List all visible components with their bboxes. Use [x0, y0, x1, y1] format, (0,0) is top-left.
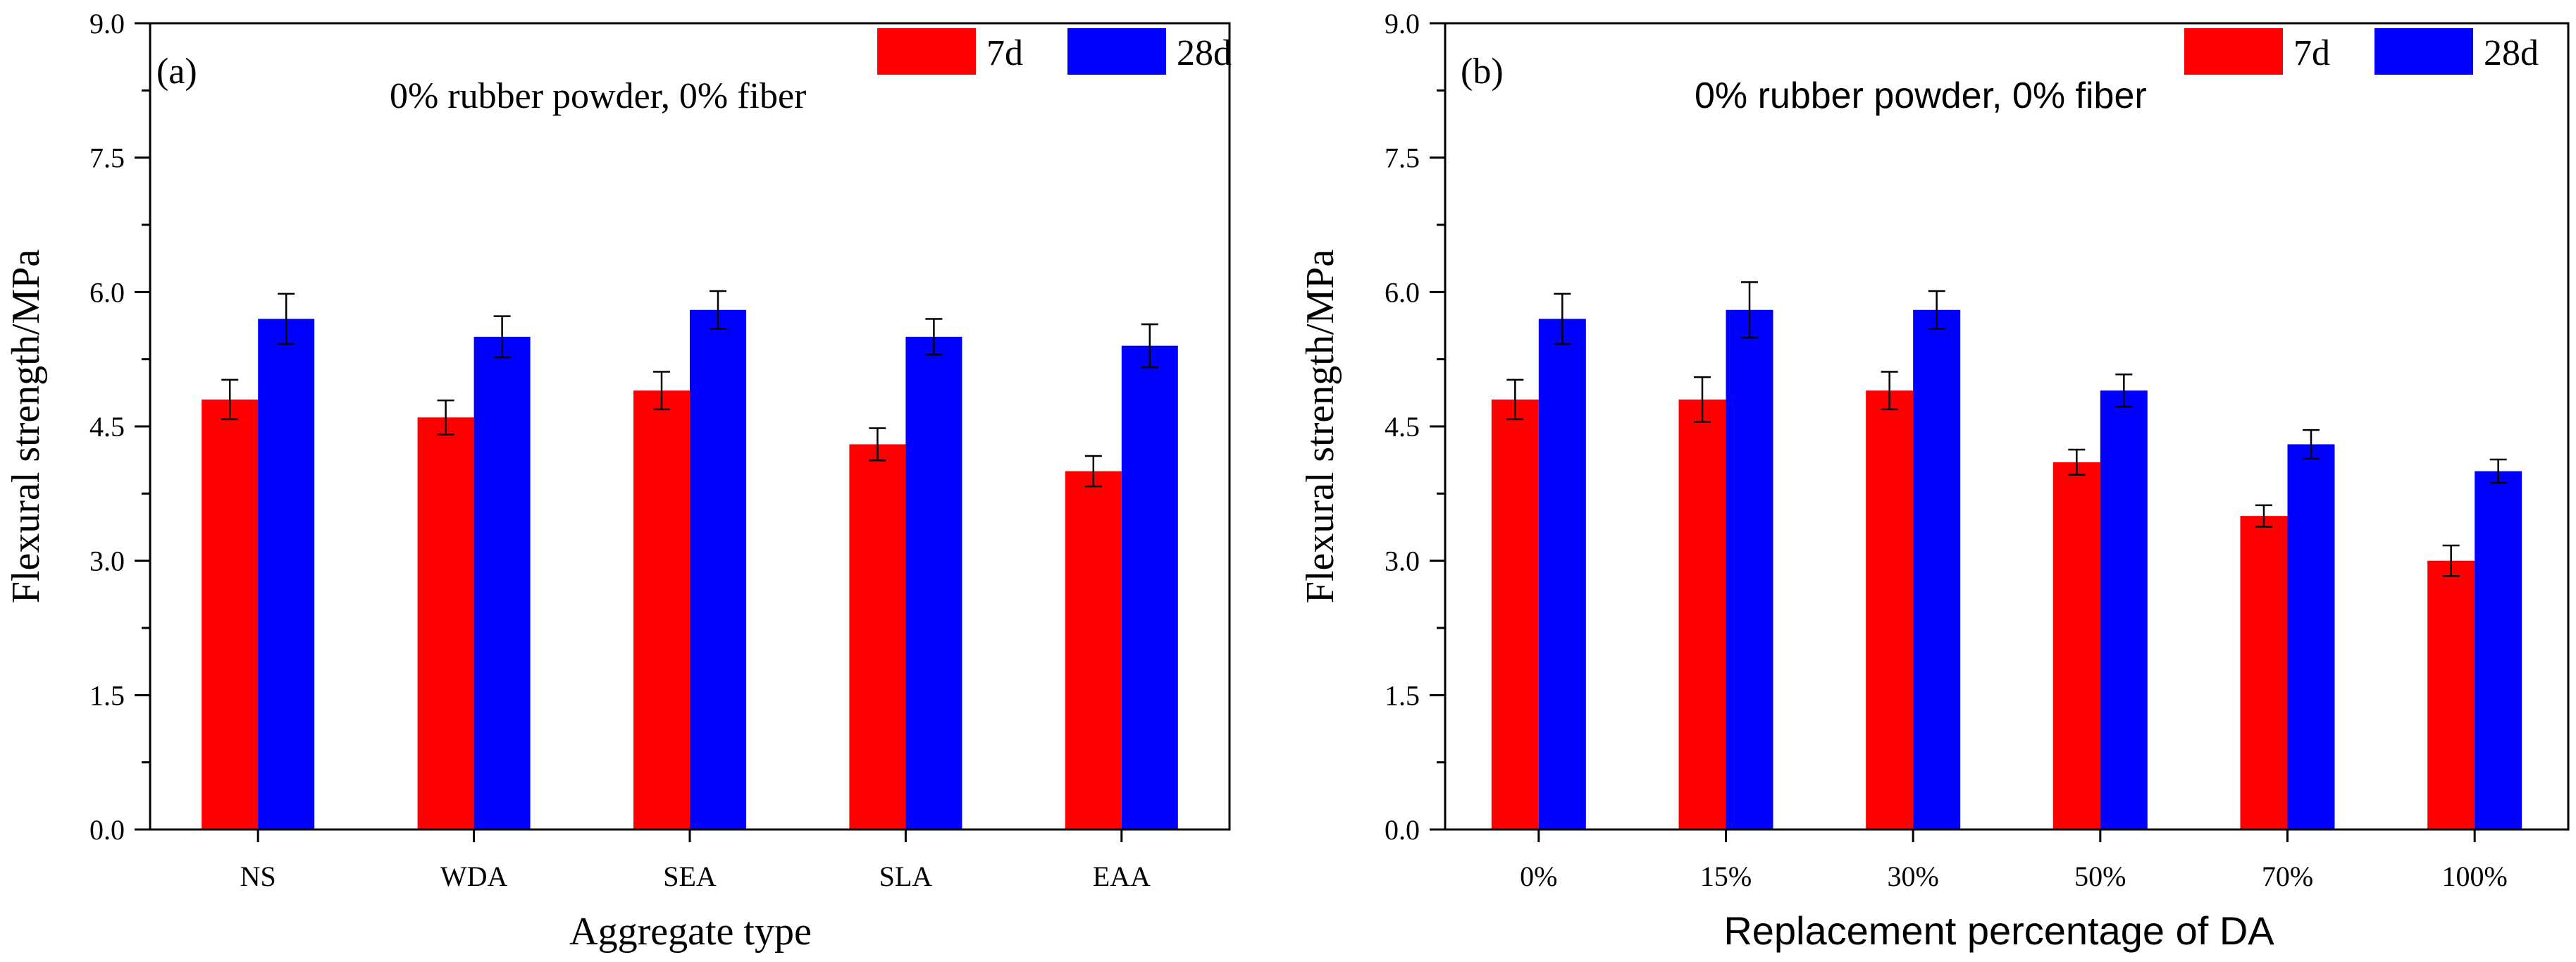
x-tick-label: 50% [2074, 861, 2126, 892]
bar-7d-50% [2052, 462, 2100, 830]
bar-28d-EAA [1121, 345, 1178, 830]
bar-28d-0% [1538, 319, 1586, 830]
x-tick-label: SLA [879, 861, 933, 892]
y-tick-label: 0.0 [1385, 814, 1420, 846]
x-tick-label: WDA [440, 861, 508, 892]
y-tick-label: 0.0 [89, 814, 125, 846]
y-tick-label: 9.0 [89, 8, 125, 39]
bar-28d-WDA [473, 336, 531, 830]
y-axis-title: Flexural strength/MPa [4, 249, 48, 604]
bar-7d-SEA [633, 390, 690, 830]
y-tick-label: 1.5 [89, 679, 125, 711]
y-tick-label: 9.0 [1385, 8, 1420, 39]
bar-7d-EAA [1065, 471, 1122, 830]
legend-swatch-7d [2184, 28, 2283, 75]
panel-b: 0.0 1.5 3.0 4.5 6.0 7.5 9.0 0% 15% 30% 50% 70% 100% R… [1299, 8, 2570, 953]
y-tick-label: 7.5 [1385, 142, 1420, 174]
annotation: 0% rubber powder, 0% fiber [1695, 75, 2147, 116]
bar-28d-30% [1913, 309, 1961, 830]
bar-28d-SEA [690, 309, 746, 830]
legend-swatch-28d [1067, 28, 1166, 75]
y-tick-label: 6.0 [1385, 276, 1420, 308]
plot-frame [1444, 22, 2570, 831]
legend-swatch-7d [877, 28, 976, 75]
bar-7d-NS [202, 399, 259, 830]
bar-28d-15% [1726, 309, 1773, 830]
panel-label: (a) [156, 51, 197, 92]
y-tick-label: 1.5 [1385, 679, 1420, 711]
bar-28d-SLA [905, 336, 962, 830]
bar-28d-NS [258, 319, 315, 830]
bar-7d-100% [2427, 560, 2475, 830]
x-tick-label: 70% [2262, 861, 2313, 892]
y-tick-label: 3.0 [1385, 545, 1420, 577]
y-tick-label: 6.0 [89, 276, 125, 308]
bar-28d-100% [2475, 471, 2522, 830]
x-axis-title: Aggregate type [569, 910, 812, 954]
x-tick-label: 30% [1888, 861, 1939, 892]
bar-7d-15% [1678, 399, 1726, 830]
bar-7d-30% [1866, 390, 1914, 830]
x-axis-title: Replacement percentage of DA [1723, 908, 2274, 953]
plot-frame [149, 22, 1231, 831]
x-tick-label: 15% [1700, 861, 1752, 892]
panel-a: 0.0 1.5 3.0 4.5 6.0 7.5 9.0 NS WDA SEA SLA EAA Aggre… [4, 8, 1232, 954]
bar-7d-0% [1491, 399, 1539, 830]
legend-label-28d: 28d [1177, 33, 1232, 73]
y-tick-label: 4.5 [89, 411, 125, 443]
legend-label-7d: 7d [2293, 33, 2330, 73]
bar-7d-WDA [417, 417, 474, 830]
legend-label-7d: 7d [986, 33, 1023, 73]
y-tick-label: 7.5 [89, 142, 125, 174]
x-tick-label: 100% [2442, 861, 2508, 892]
bar-7d-SLA [849, 444, 906, 830]
bar-7d-70% [2240, 516, 2288, 830]
x-tick-label: NS [240, 861, 276, 892]
bar-28d-70% [2287, 444, 2335, 830]
legend-label-28d: 28d [2484, 33, 2539, 73]
bar-28d-50% [2100, 390, 2148, 830]
legend-swatch-28d [2374, 28, 2473, 75]
x-tick-label: 0% [1520, 861, 1557, 892]
x-tick-label: EAA [1093, 861, 1151, 892]
y-tick-label: 3.0 [89, 545, 125, 577]
x-tick-label: SEA [663, 861, 717, 892]
annotation: 0% rubber powder, 0% fiber [390, 76, 806, 116]
y-axis-title: Flexural strength/MPa [1299, 249, 1342, 604]
y-tick-label: 4.5 [1385, 411, 1420, 443]
panel-label: (b) [1461, 51, 1504, 92]
